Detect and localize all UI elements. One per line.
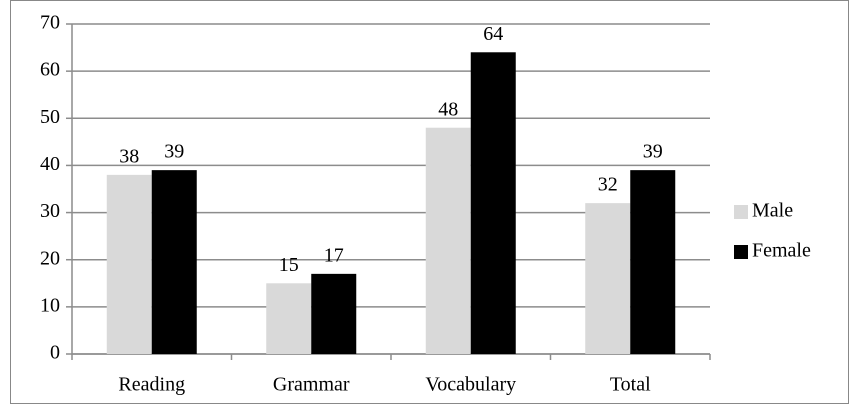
x-tick-label: Grammar bbox=[273, 374, 350, 396]
bar bbox=[470, 52, 516, 355]
bar bbox=[425, 127, 471, 354]
legend-swatch bbox=[734, 245, 748, 259]
y-tick-label: 70 bbox=[40, 12, 60, 34]
y-tick-label: 20 bbox=[40, 247, 60, 269]
x-tick-label: Total bbox=[610, 374, 651, 396]
y-tick-label: 40 bbox=[40, 153, 60, 175]
y-tick-label: 60 bbox=[40, 59, 60, 81]
bar bbox=[151, 170, 197, 354]
legend-label: Male bbox=[752, 200, 793, 222]
x-tick-label: Vocabulary bbox=[425, 374, 516, 396]
bar bbox=[106, 174, 152, 354]
data-label: 64 bbox=[483, 23, 503, 45]
bar bbox=[311, 273, 357, 354]
data-label: 48 bbox=[438, 98, 458, 120]
legend-swatch bbox=[734, 205, 748, 219]
data-label: 32 bbox=[598, 174, 618, 196]
legend-label: Female bbox=[752, 240, 811, 262]
data-label: 39 bbox=[164, 141, 184, 163]
data-label: 38 bbox=[119, 145, 139, 167]
y-tick-label: 30 bbox=[40, 200, 60, 222]
y-tick-label: 10 bbox=[40, 294, 60, 316]
bar bbox=[585, 203, 631, 354]
bar bbox=[630, 170, 676, 354]
data-label: 15 bbox=[279, 254, 299, 276]
bar bbox=[266, 283, 312, 354]
y-tick-label: 0 bbox=[50, 342, 60, 364]
x-tick-label: Reading bbox=[118, 374, 185, 396]
data-label: 17 bbox=[324, 244, 344, 266]
y-tick-label: 50 bbox=[40, 106, 60, 128]
data-label: 39 bbox=[643, 141, 663, 163]
